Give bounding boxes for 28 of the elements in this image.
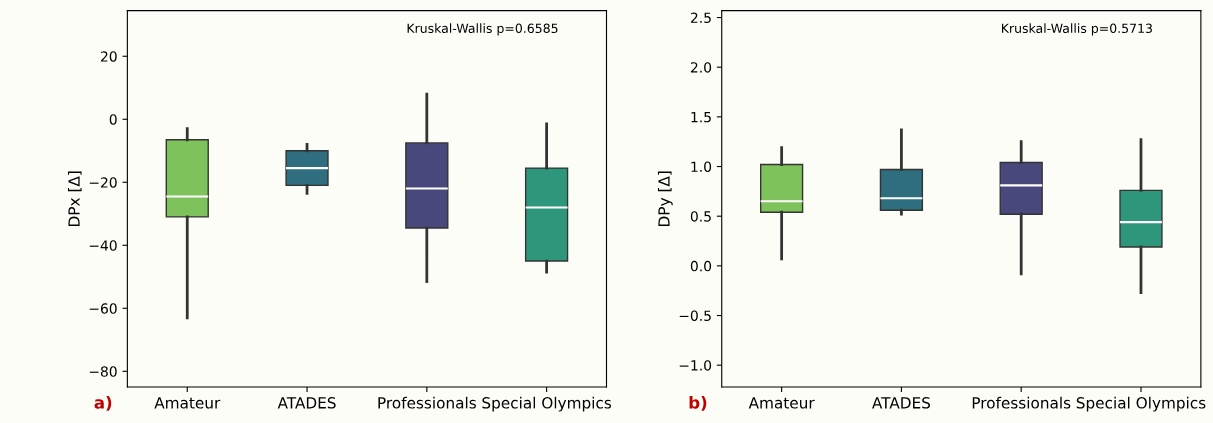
y-tick-label: 1.5 — [691, 112, 711, 123]
annotation: Kruskal-Wallis p=0.6585 — [407, 23, 558, 36]
y-tick-label: 2.5 — [690, 12, 711, 23]
x-tick-label: Special Olympics — [482, 396, 612, 412]
x-tick-label: ATADES — [277, 397, 336, 409]
y-axis-title: DPx [Δ] — [67, 171, 82, 226]
y-tick-label: 0.0 — [690, 260, 712, 272]
x-tick-label: Amateur — [748, 397, 815, 409]
y-tick-label: −1.0 — [679, 360, 712, 371]
x-tick-label: Amateur — [154, 397, 221, 409]
y-tick-label: −80 — [89, 366, 117, 377]
y-tick-label: 20 — [100, 51, 117, 62]
text: a) — [94, 395, 112, 411]
x-tick-label: Professionals — [972, 396, 1071, 409]
y-tick-label: −60 — [89, 303, 117, 314]
annotation: Kruskal-Wallis p=0.5713 — [1001, 23, 1152, 36]
x-tick-label: ATADES — [872, 397, 931, 409]
y-tick-label: −20 — [89, 177, 117, 188]
y-tick-label: 0 — [109, 114, 117, 125]
x-tick-label: Special Olympics — [1076, 396, 1206, 412]
text: b) — [689, 395, 707, 411]
y-axis-title: DPy [Δ] — [657, 171, 673, 226]
y-tick-label: 2.0 — [690, 62, 712, 73]
y-tick-label: 0.5 — [690, 211, 711, 222]
y-tick-label: −0.5 — [679, 310, 711, 321]
x-tick-label: Professionals — [378, 396, 476, 409]
y-tick-label: −40 — [89, 240, 117, 251]
y-tick-label: 1.0 — [691, 161, 712, 172]
